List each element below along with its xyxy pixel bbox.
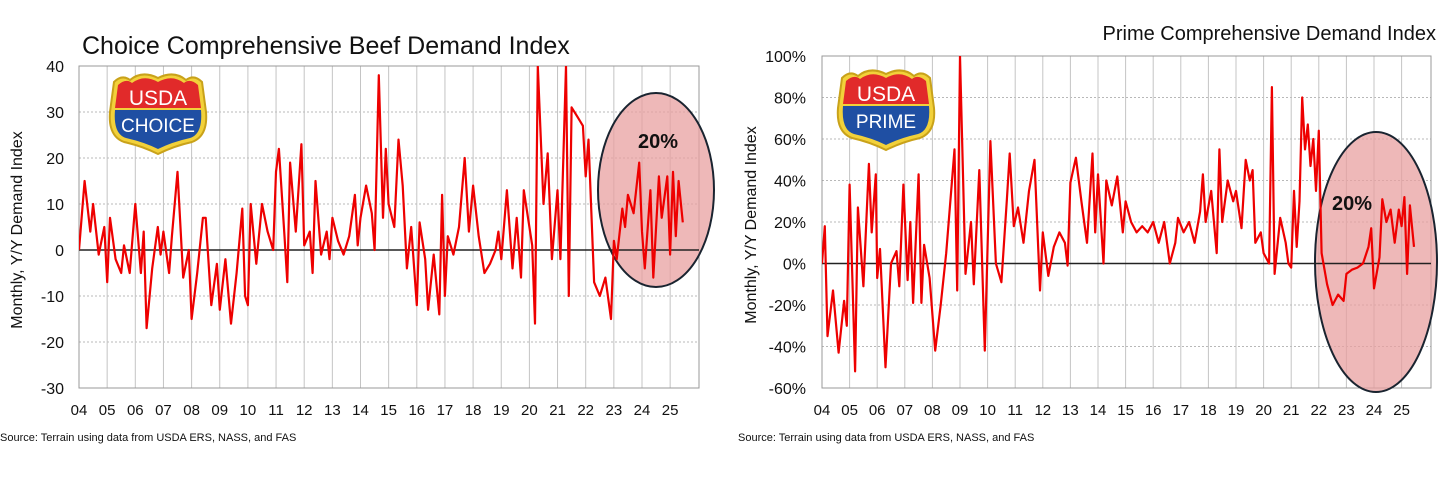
x-tick-label: 08	[924, 402, 941, 419]
y-tick-label: -60%	[769, 381, 806, 398]
y-tick-label: -40%	[769, 340, 806, 357]
x-tick-label: 11	[1007, 402, 1023, 419]
x-tick-label: 21	[549, 402, 566, 419]
x-tick-label: 19	[493, 402, 510, 419]
x-tick-label: 25	[1393, 402, 1410, 419]
x-tick-label: 22	[1310, 402, 1327, 419]
y-tick-label: -10	[41, 289, 64, 306]
x-tick-label: 17	[437, 402, 454, 419]
x-tick-label: 07	[896, 402, 913, 419]
x-tick-label: 11	[268, 402, 284, 419]
x-tick-label: 12	[296, 402, 313, 419]
x-tick-label: 04	[814, 402, 831, 419]
usda-logo: USDA CHOICE	[110, 74, 206, 154]
logo-usda-text: USDA	[857, 83, 915, 106]
x-tick-label: 06	[127, 402, 144, 419]
y-tick-label: 0%	[783, 257, 806, 274]
x-tick-label: 15	[1117, 402, 1134, 419]
x-tick-label: 13	[324, 402, 341, 419]
x-tick-label: 05	[841, 402, 858, 419]
x-tick-label: 07	[155, 402, 172, 419]
y-tick-label: 80%	[774, 91, 806, 108]
x-tick-label: 10	[979, 402, 996, 419]
x-tick-label: 18	[465, 402, 482, 419]
x-tick-label: 19	[1228, 402, 1245, 419]
x-tick-label: 24	[1366, 402, 1383, 419]
x-tick-label: 14	[1090, 402, 1107, 419]
y-tick-label: 60%	[774, 132, 806, 149]
x-tick-label: 18	[1200, 402, 1217, 419]
y-tick-label: 30	[46, 105, 64, 122]
x-tick-label: 15	[380, 402, 397, 419]
choice-chart-title: Choice Comprehensive Beef Demand Index	[82, 32, 570, 60]
x-tick-label: 05	[99, 402, 116, 419]
x-tick-label: 21	[1283, 402, 1300, 419]
x-tick-label: 12	[1034, 402, 1051, 419]
y-tick-label: 20	[46, 151, 64, 168]
logo-grade-text: PRIME	[856, 112, 916, 133]
y-tick-label: 0	[55, 243, 64, 260]
x-tick-label: 10	[240, 402, 257, 419]
prime-chart-title: Prime Comprehensive Demand Index	[1103, 23, 1437, 45]
x-tick-label: 16	[408, 402, 425, 419]
x-tick-label: 14	[352, 402, 369, 419]
x-tick-label: 09	[211, 402, 228, 419]
y-tick-label: 40	[46, 59, 64, 76]
x-tick-label: 24	[634, 402, 651, 419]
y-tick-label: -20%	[769, 298, 806, 315]
x-tick-label: 20	[1255, 402, 1272, 419]
prime-source: Source: Terrain using data from USDA ERS…	[738, 432, 1034, 444]
annotation-label: 20%	[638, 131, 678, 153]
x-tick-label: 13	[1062, 402, 1079, 419]
y-tick-label: 20%	[774, 215, 806, 232]
x-tick-label: 17	[1172, 402, 1189, 419]
y-tick-label: -30	[41, 381, 64, 398]
logo-usda-text: USDA	[129, 87, 187, 110]
logo-grade-text: CHOICE	[121, 116, 195, 137]
choice-source: Source: Terrain using data from USDA ERS…	[0, 432, 296, 444]
x-tick-label: 09	[952, 402, 969, 419]
x-tick-label: 23	[606, 402, 623, 419]
x-tick-label: 25	[662, 402, 679, 419]
y-tick-label: -20	[41, 335, 64, 352]
y-tick-label: 100%	[765, 49, 806, 66]
prime-y-axis-label: Monthly, Y/Y Demand Index	[743, 126, 760, 323]
y-tick-label: 10	[46, 197, 64, 214]
y-tick-label: 40%	[774, 174, 806, 191]
x-tick-label: 22	[577, 402, 594, 419]
highlight-ellipse	[1315, 132, 1437, 392]
choice-y-axis-label: Monthly, Y/Y Demand Index	[9, 131, 26, 328]
x-tick-label: 06	[869, 402, 886, 419]
annotation-label: 20%	[1332, 193, 1372, 215]
x-tick-label: 23	[1338, 402, 1355, 419]
usda-logo: USDA PRIME	[838, 70, 934, 150]
x-tick-label: 04	[71, 402, 88, 419]
x-tick-label: 08	[183, 402, 200, 419]
x-tick-label: 16	[1145, 402, 1162, 419]
x-tick-label: 20	[521, 402, 538, 419]
